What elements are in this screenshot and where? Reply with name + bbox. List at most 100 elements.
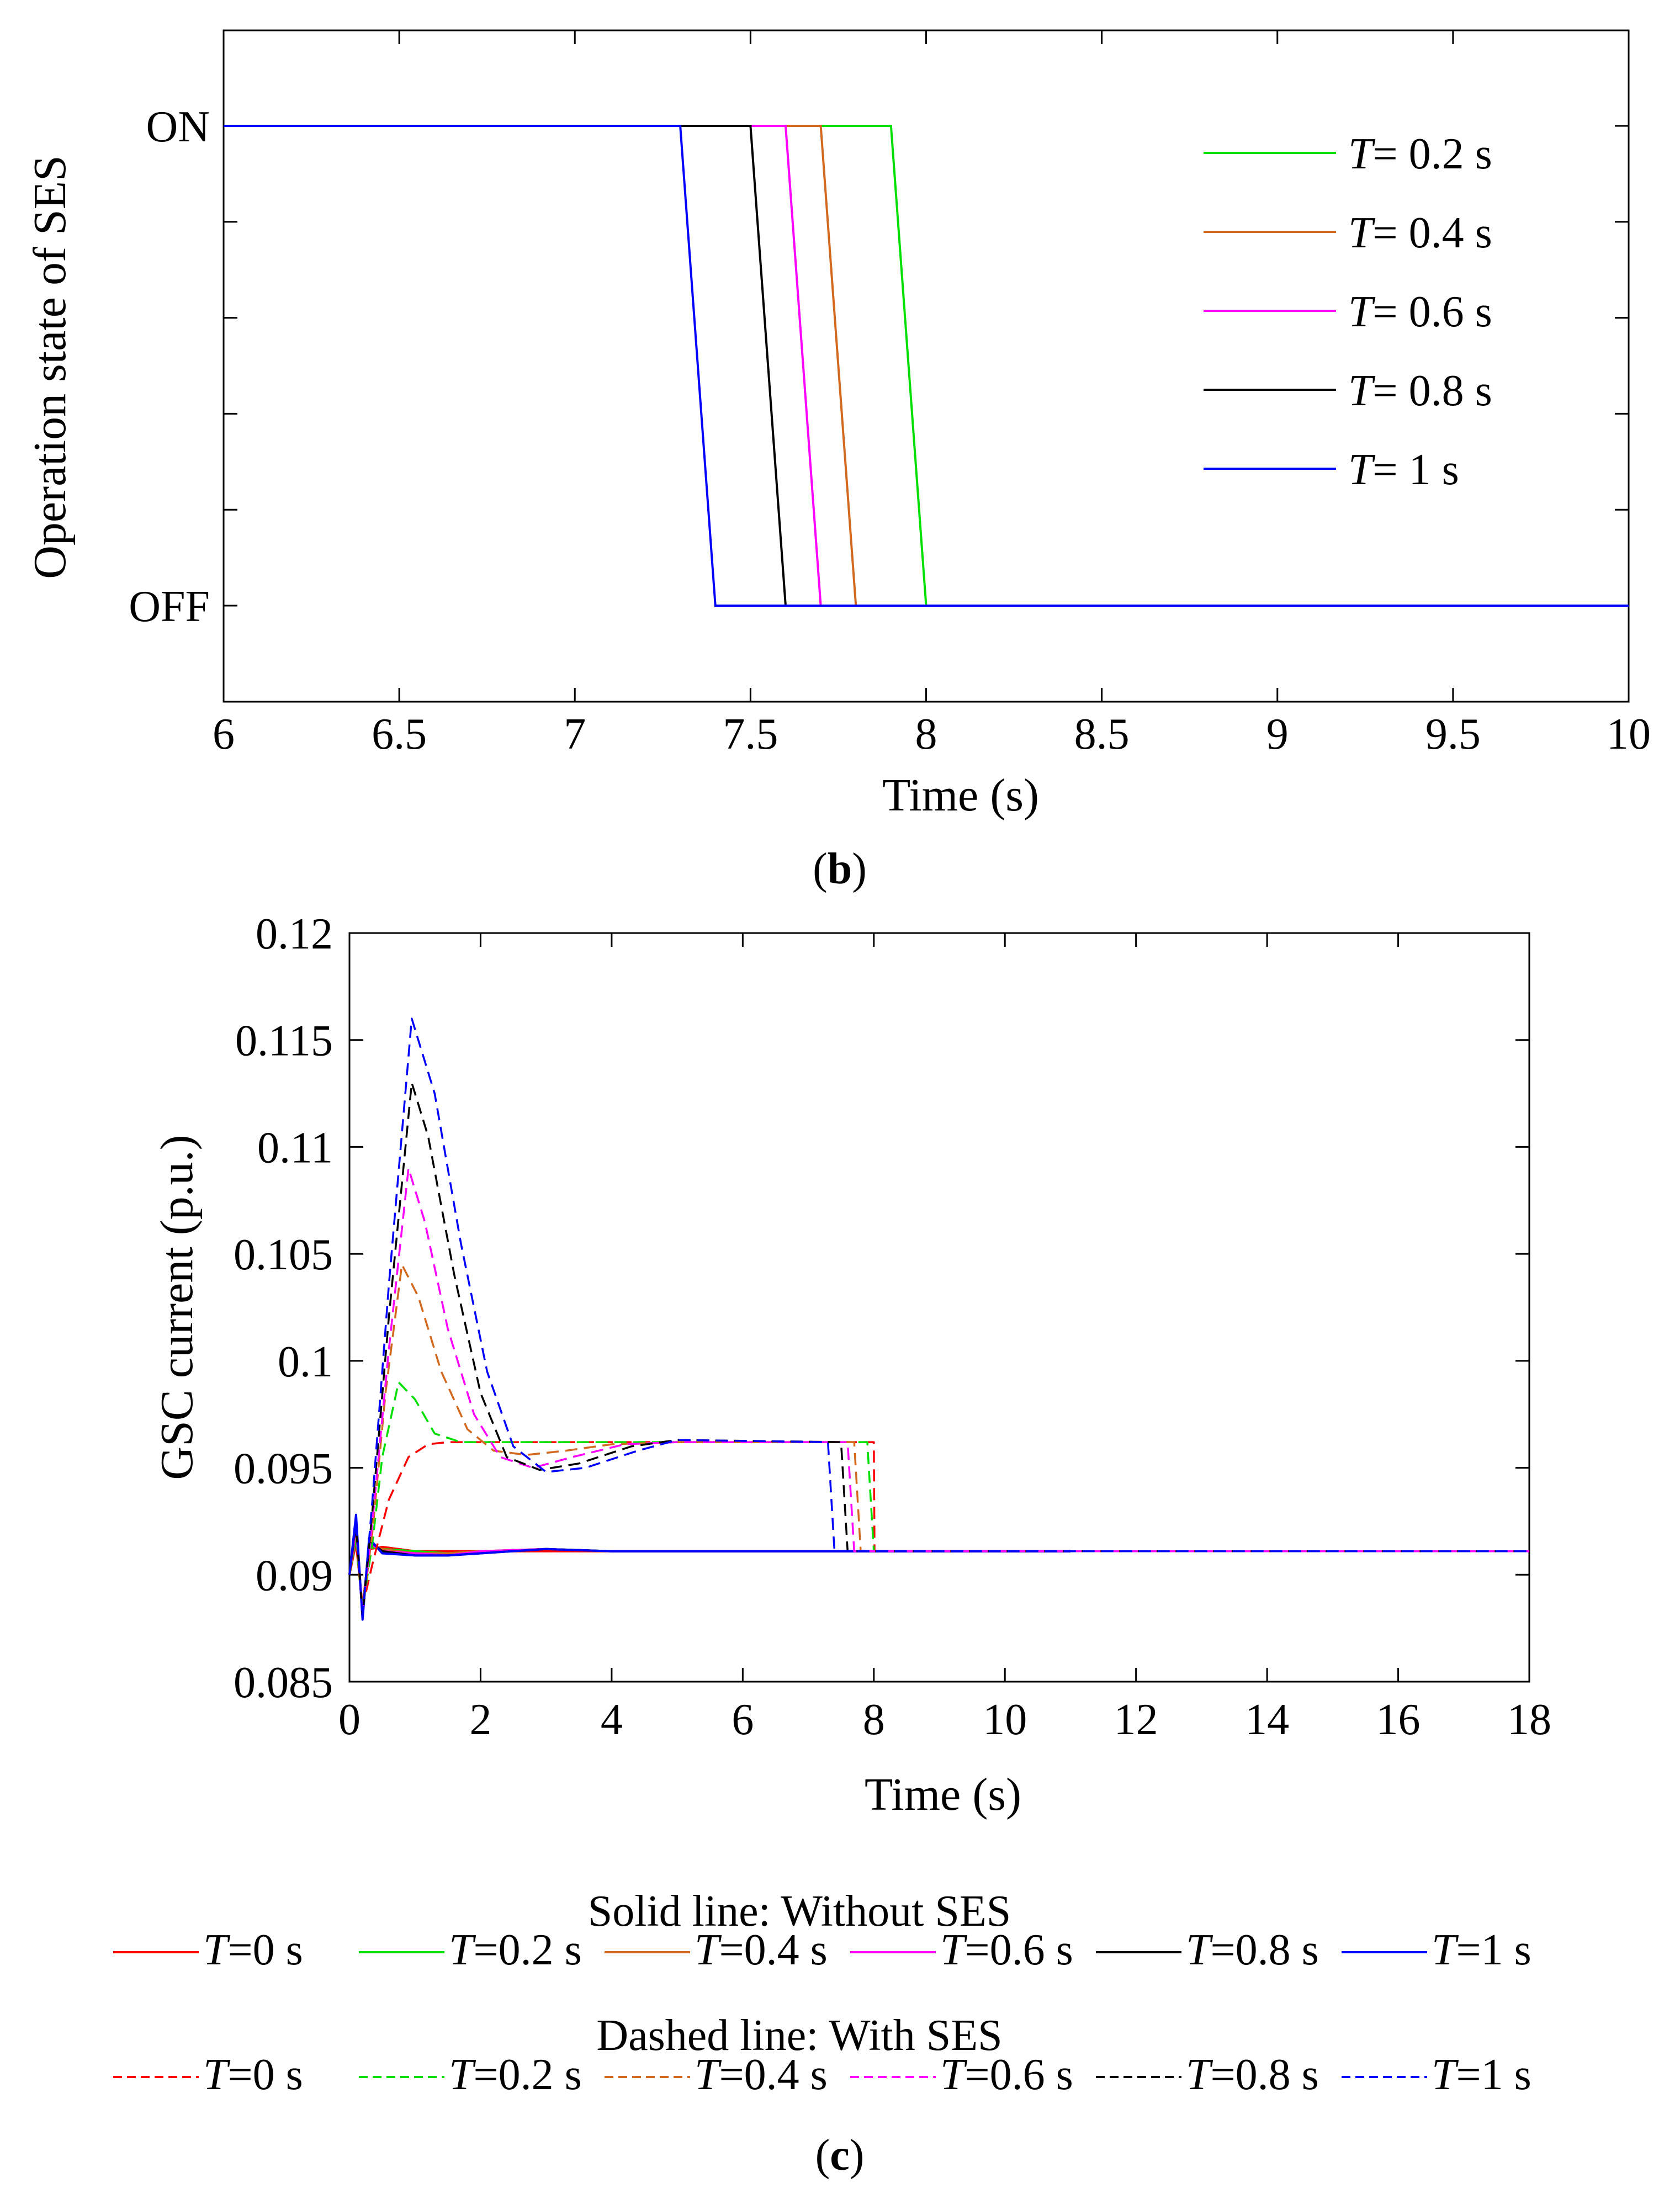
chart-c: 0 2 4 6 8 10 12 14 16 18 0.0850.090.0950.10.1050.… (113, 910, 1551, 2180)
chart-b-y-tick-label: OFF (129, 582, 210, 631)
chart-c-legend-dashed-entry: T=0.8 s (1186, 2050, 1319, 2099)
chart-c-x-tick-label: 10 (983, 1695, 1027, 1744)
chart-b-legend-entry: T= 0.4 s (1348, 209, 1492, 257)
chart-c-y-tick-label: 0.1 (278, 1338, 333, 1386)
legend-value: =0.8 s (1211, 1926, 1319, 1974)
chart-b-x-tick-label: 6.5 (372, 710, 427, 759)
legend-t-symbol: T (449, 1926, 476, 1974)
chart-c-x-tick-label: 18 (1507, 1695, 1551, 1744)
legend-t-symbol: T (449, 2050, 476, 2099)
chart-c-dashed-series-line (348, 1167, 1529, 1614)
legend-t-symbol: T (1432, 2050, 1459, 2099)
chart-b-caption-letter: b (828, 845, 852, 893)
chart-c-legend-dashed-entry: T=1 s (1432, 2050, 1531, 2099)
chart-c-legend-dashed-entry: T=0.2 s (449, 2050, 582, 2099)
legend-value: = 0.8 s (1373, 367, 1492, 415)
chart-c-y-tick-label: 0.085 (234, 1658, 333, 1707)
chart-c-ticks (348, 932, 1530, 1683)
chart-c-legend-solid-entry: T=0.8 s (1186, 1926, 1319, 1974)
chart-b-series-line (224, 125, 1629, 607)
chart-c-legend-solid-title: Solid line: Without SES (588, 1887, 1011, 1936)
legend-t-symbol: T (1348, 446, 1376, 494)
chart-c-y-axis-label: GSC current (p.u.) (151, 1135, 203, 1480)
chart-b-x-tick-label: 10 (1607, 710, 1651, 759)
chart-c-y-tick-label: 0.115 (235, 1017, 333, 1066)
chart-b-x-axis-label: Time (s) (882, 770, 1039, 821)
chart-b-x-tick-label: 9.5 (1425, 710, 1481, 759)
chart-c-legend-dashed-title: Dashed line: With SES (596, 2011, 1002, 2060)
chart-b-legend: T= 0.2 sT= 0.4 sT= 0.6 sT= 0.8 sT= 1 s (1204, 130, 1492, 494)
legend-value: =0.4 s (719, 2050, 828, 2099)
legend-value: = 1 s (1373, 446, 1459, 494)
legend-t-symbol: T (203, 1926, 231, 1974)
chart-b-series-line (224, 125, 1629, 607)
legend-value: =0.8 s (1211, 2050, 1319, 2099)
legend-value: = 0.2 s (1373, 130, 1492, 178)
legend-value: =0.4 s (719, 1926, 828, 1974)
chart-b-caption: (b) (813, 845, 867, 893)
legend-t-symbol: T (203, 2050, 231, 2099)
legend-t-symbol: T (1348, 367, 1376, 415)
chart-b-legend-entry: T= 0.8 s (1348, 367, 1492, 415)
chart-c-y-tick-label: 0.095 (234, 1445, 333, 1493)
legend-t-symbol: T (1432, 1926, 1459, 1974)
chart-c-solid-series-line (348, 1513, 1070, 1621)
legend-t-symbol: T (695, 2050, 722, 2099)
chart-c-dashed-series-line (348, 1263, 1529, 1612)
chart-b-series-line (224, 125, 1629, 607)
chart-b-x-tick-label: 8 (915, 710, 937, 759)
chart-c-caption: (c) (815, 2131, 865, 2180)
chart-c-dashed-series-line (348, 1018, 1529, 1619)
chart-b-ticks (222, 30, 1630, 702)
legend-t-symbol: T (940, 2050, 968, 2099)
chart-c-dashed-series-line (348, 1441, 1529, 1608)
chart-c-y-tick-labels: 0.085 0.09 0.095 0.1 0.105 0.11 0.115 0.12 (234, 910, 333, 1707)
chart-c-frame (348, 932, 1530, 1683)
chart-c-solid-series-line (348, 1524, 1070, 1617)
chart-c-dashed-series-line (348, 1082, 1529, 1617)
chart-b-y-axis-label: Operation state of SES (24, 155, 76, 579)
chart-b-legend-entry: T= 0.2 s (1348, 130, 1492, 178)
legend-value: = 0.4 s (1373, 209, 1492, 257)
chart-b-x-tick-label: 7 (564, 710, 586, 759)
chart-c-solid-series-line (348, 1528, 1070, 1614)
legend-t-symbol: T (1348, 288, 1376, 336)
chart-b-x-tick-label: 6 (213, 710, 235, 759)
chart-c-x-axis-label: Time (s) (865, 1769, 1021, 1820)
chart-c-x-tick-labels: 0 2 4 6 8 10 12 14 16 18 (338, 1695, 1551, 1744)
chart-c-legend-solid-entry: T=0.2 s (449, 1926, 582, 1974)
chart-c-solid-series-line (348, 1518, 1070, 1619)
legend-t-symbol: T (1186, 2050, 1213, 2099)
legend-value: =0.6 s (965, 1926, 1073, 1974)
chart-c-y-tick-label: 0.09 (256, 1551, 333, 1600)
legend-value: =0 s (228, 2050, 303, 2099)
legend-value: =1 s (1456, 1926, 1531, 1974)
chart-b: 6 6.5 7 7.5 8 8.5 9 9.5 10 ON OFF Time (s) Operat… (24, 29, 1651, 893)
chart-c-legend-solid-entry: T=0.4 s (695, 1926, 828, 1974)
chart-c-lines (348, 1018, 1529, 1621)
legend-value: =0.6 s (965, 2050, 1073, 2099)
chart-c-legend-dashed-entry: T=0 s (203, 2050, 303, 2099)
chart-c-legend-solid-entry: T=0.6 s (940, 1926, 1073, 1974)
chart-c-y-tick-label: 0.11 (257, 1124, 333, 1172)
chart-b-lines (224, 125, 1629, 607)
legend-t-symbol: T (695, 1926, 722, 1974)
chart-b-y-tick-labels: ON OFF (129, 103, 210, 631)
chart-b-x-tick-label: 9 (1266, 710, 1289, 759)
chart-c-dashed-series-line (348, 1381, 1529, 1610)
chart-c-x-tick-label: 0 (338, 1695, 361, 1744)
chart-b-x-tick-label: 8.5 (1074, 710, 1130, 759)
chart-c-x-tick-label: 6 (732, 1695, 754, 1744)
chart-c-legend-dashed-entry: T=0.6 s (940, 2050, 1073, 2099)
legend-value: =1 s (1456, 2050, 1531, 2099)
legend-value: =0.2 s (474, 1926, 582, 1974)
chart-c-x-tick-label: 16 (1376, 1695, 1421, 1744)
chart-c-legend: Solid line: Without SES Dashed line: Wit… (113, 1887, 1531, 2099)
legend-t-symbol: T (940, 1926, 968, 1974)
chart-c-x-tick-label: 4 (601, 1695, 623, 1744)
chart-c-caption-letter: c (830, 2131, 850, 2180)
chart-c-y-tick-label: 0.12 (256, 910, 333, 958)
chart-c-legend-solid-entry: T=1 s (1432, 1926, 1531, 1974)
chart-c-legend-solid-entry: T=0 s (203, 1926, 303, 1974)
